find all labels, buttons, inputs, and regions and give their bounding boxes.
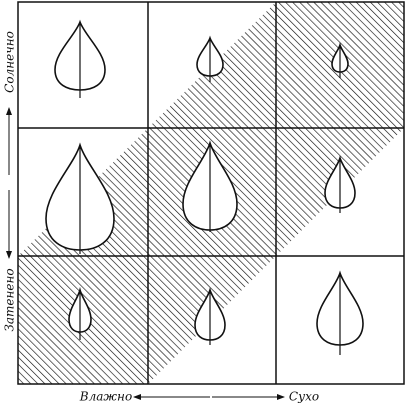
label-dry: Сухо <box>289 390 319 404</box>
leaves <box>45 19 364 355</box>
label-shaded: Затенено <box>3 268 17 331</box>
label-sunny: Солнечно <box>3 31 17 93</box>
label-wet: Влажно <box>79 390 132 404</box>
grid <box>17 1 405 385</box>
